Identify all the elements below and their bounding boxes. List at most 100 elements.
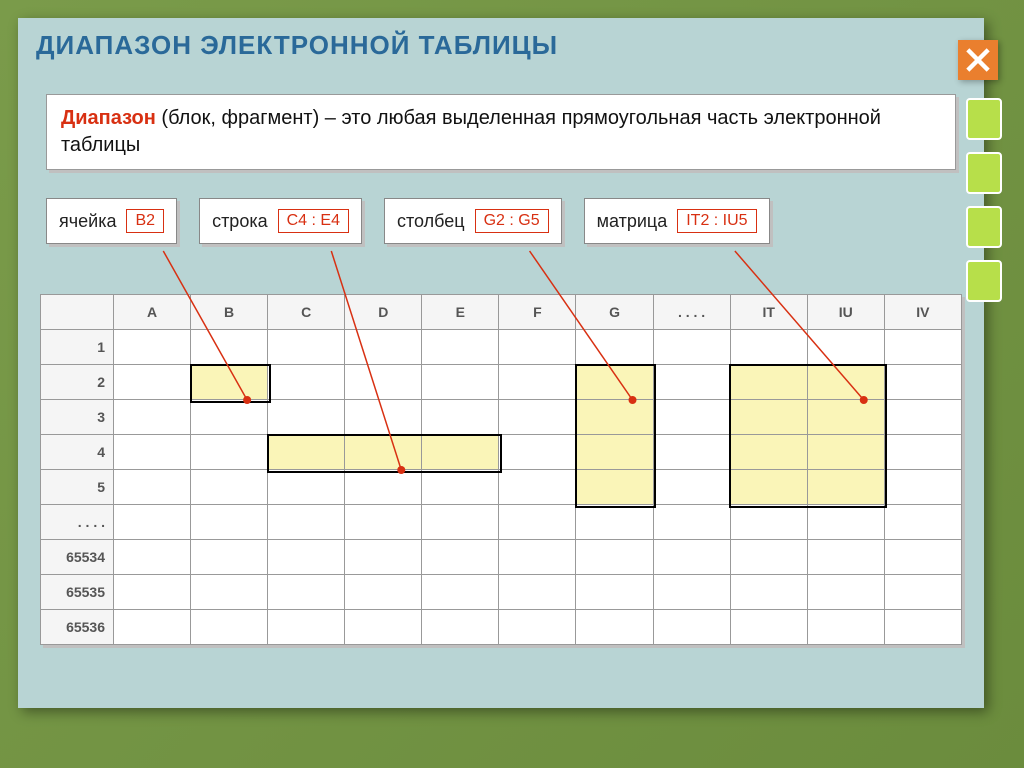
cell [345,575,422,610]
cell [191,365,268,400]
row-header: 2 [41,365,114,400]
cell [884,470,961,505]
col-header: F [499,295,576,330]
definition-box: Диапазон (блок, фрагмент) – это любая вы… [46,94,956,170]
card-3: матрица IT2 : IU5 [584,198,770,244]
cell [268,435,345,470]
col-header: D [345,295,422,330]
close-button[interactable] [958,40,998,80]
cell [730,400,807,435]
cell [114,365,191,400]
cell [884,435,961,470]
cell [576,610,653,645]
cell [807,610,884,645]
cell [422,470,499,505]
cell [653,470,730,505]
col-header: C [268,295,345,330]
cell [884,575,961,610]
cell [576,365,653,400]
cell [884,610,961,645]
cell [499,470,576,505]
col-header: . . . . [653,295,730,330]
col-header: B [191,295,268,330]
cell [114,435,191,470]
cell [576,575,653,610]
cell [345,330,422,365]
cell [730,330,807,365]
row-header: 65534 [41,540,114,575]
col-header: IV [884,295,961,330]
close-icon [965,47,991,73]
cell [191,505,268,540]
cell [807,435,884,470]
col-header: IU [807,295,884,330]
cell [191,400,268,435]
cell [576,330,653,365]
cell [114,470,191,505]
cell [191,575,268,610]
row-header: 5 [41,470,114,505]
cell [576,400,653,435]
cell [345,505,422,540]
cell [653,505,730,540]
cell [268,575,345,610]
cell [345,470,422,505]
cell [807,365,884,400]
cell [422,575,499,610]
cell [730,505,807,540]
col-header: IT [730,295,807,330]
cell [422,435,499,470]
cell [114,610,191,645]
cell [653,575,730,610]
cell [345,610,422,645]
cell [345,540,422,575]
card-ref: IT2 : IU5 [677,209,756,233]
cell [191,435,268,470]
page-title: ДИАПАЗОН ЭЛЕКТРОННОЙ ТАБЛИЦЫ [36,30,558,61]
cell [576,540,653,575]
spreadsheet: ABCDEFG. . . .ITIUIV12345. . . .65534655… [40,294,962,645]
cell [653,540,730,575]
cell [499,575,576,610]
cell [499,610,576,645]
cell [807,540,884,575]
cell [653,365,730,400]
card-ref: C4 : E4 [278,209,349,233]
cell [268,470,345,505]
card-ref: G2 : G5 [475,209,549,233]
cell [191,610,268,645]
cell [807,575,884,610]
cell [422,610,499,645]
cell [499,435,576,470]
cell [576,435,653,470]
cell [884,505,961,540]
card-2: столбецG2 : G5 [384,198,562,244]
cell [268,610,345,645]
definition-term: Диапазон [61,107,156,129]
cell [422,540,499,575]
spreadsheet-wrap: ABCDEFG. . . .ITIUIV12345. . . .65534655… [40,294,962,645]
cell [499,365,576,400]
cell [807,470,884,505]
cell [576,470,653,505]
cell [730,470,807,505]
card-1: строкаC4 : E4 [199,198,362,244]
cell [114,505,191,540]
cell [114,575,191,610]
cell [653,400,730,435]
cards-row: ячейкаB2строкаC4 : E4столбецG2 : G5матри… [46,198,956,244]
cell [268,330,345,365]
cell [730,435,807,470]
cell [499,400,576,435]
cell [884,540,961,575]
definition-text: (блок, фрагмент) – это любая выделенная … [61,107,881,156]
col-header: A [114,295,191,330]
card-label: матрица [597,211,668,232]
row-header: 65536 [41,610,114,645]
cell [345,400,422,435]
cell [807,400,884,435]
cell [422,400,499,435]
cell [191,330,268,365]
corner-cell [41,295,114,330]
cell [345,365,422,400]
